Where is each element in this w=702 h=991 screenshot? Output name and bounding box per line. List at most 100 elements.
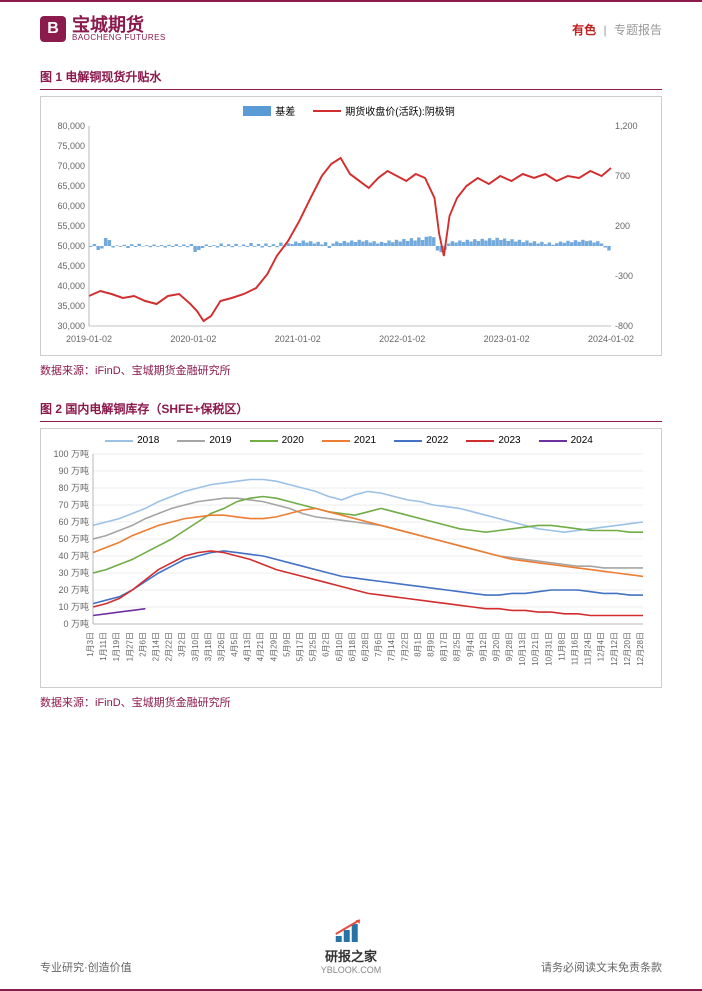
footer-center: 研报之家 YBLOOK.COM <box>321 918 382 975</box>
svg-text:10月13日: 10月13日 <box>518 632 527 666</box>
fig2-legend-swatch <box>466 440 494 442</box>
svg-text:9月28日: 9月28日 <box>505 632 514 661</box>
svg-text:6月28日: 6月28日 <box>361 632 370 661</box>
svg-text:20 万吨: 20 万吨 <box>58 584 89 595</box>
svg-text:3月18日: 3月18日 <box>204 632 213 661</box>
svg-text:10月21日: 10月21日 <box>531 632 540 666</box>
svg-text:2024-01-02: 2024-01-02 <box>588 334 634 344</box>
svg-text:11月8日: 11月8日 <box>557 632 566 661</box>
svg-text:10月31日: 10月31日 <box>544 632 553 666</box>
svg-text:75,000: 75,000 <box>57 141 85 151</box>
fig2-source: 数据来源：iFinD、宝城期货金融研究所 <box>40 694 662 710</box>
svg-text:-800: -800 <box>615 321 633 331</box>
footer-center-sub: YBLOOK.COM <box>321 965 382 975</box>
svg-text:12月4日: 12月4日 <box>597 632 606 661</box>
header: B 宝城期货 BAOCHENG FUTURES 有色 | 专题报告 <box>0 2 702 50</box>
svg-text:3月26日: 3月26日 <box>217 632 226 661</box>
svg-text:2020-01-02: 2020-01-02 <box>170 334 216 344</box>
fig2-legend-item: 2023 <box>466 435 520 446</box>
svg-text:1,200: 1,200 <box>615 122 638 131</box>
logo-en: BAOCHENG FUTURES <box>72 34 166 42</box>
svg-text:5月25日: 5月25日 <box>309 632 318 661</box>
svg-text:2023-01-02: 2023-01-02 <box>484 334 530 344</box>
fig2-legend-item: 2018 <box>105 435 159 446</box>
svg-text:11月24日: 11月24日 <box>584 632 593 665</box>
svg-text:35,000: 35,000 <box>57 301 85 311</box>
fig2-legend-swatch <box>105 440 133 442</box>
svg-text:2019-01-02: 2019-01-02 <box>66 334 112 344</box>
svg-text:5月17日: 5月17日 <box>296 632 305 661</box>
svg-text:200: 200 <box>615 221 630 231</box>
svg-text:3月2日: 3月2日 <box>178 632 187 657</box>
fig2-legend-item: 2022 <box>394 435 448 446</box>
fig2-legend-label: 2022 <box>426 435 448 446</box>
svg-text:30,000: 30,000 <box>57 321 85 331</box>
svg-text:2月14日: 2月14日 <box>151 632 160 661</box>
fig1-svg: 30,00035,00040,00045,00050,00055,00060,0… <box>45 122 651 350</box>
svg-text:1月3日: 1月3日 <box>86 632 95 657</box>
fig2-legend-label: 2018 <box>137 435 159 446</box>
fig2-legend-item: 2021 <box>322 435 376 446</box>
svg-text:12月12日: 12月12日 <box>610 632 619 666</box>
footer-right: 请务必阅读文末免责条款 <box>541 959 662 975</box>
fig1-legend-bar: 基差 <box>243 103 295 118</box>
svg-text:1月27日: 1月27日 <box>125 632 134 661</box>
fig1-legend-line: 期货收盘价(活跃):阴极铜 <box>313 103 454 118</box>
svg-text:8月17日: 8月17日 <box>440 632 449 661</box>
fig1-legend: 基差 期货收盘价(活跃):阴极铜 <box>45 103 653 118</box>
fig1-legend-line-swatch <box>313 110 341 112</box>
svg-text:40,000: 40,000 <box>57 281 85 291</box>
svg-text:700: 700 <box>615 171 630 181</box>
category-sep: | <box>604 23 607 37</box>
svg-text:30 万吨: 30 万吨 <box>58 567 89 578</box>
fig2-chart: 2018201920202021202220232024 0 万吨10 万吨20… <box>40 428 662 688</box>
svg-text:10 万吨: 10 万吨 <box>58 601 89 612</box>
fig2-legend-swatch <box>322 440 350 442</box>
svg-text:7月6日: 7月6日 <box>374 632 383 657</box>
svg-text:6月18日: 6月18日 <box>348 632 357 661</box>
svg-text:60,000: 60,000 <box>57 201 85 211</box>
svg-text:70,000: 70,000 <box>57 161 85 171</box>
fig2-legend-label: 2024 <box>571 435 593 446</box>
doc-type: 专题报告 <box>614 23 662 37</box>
svg-text:9月4日: 9月4日 <box>466 632 475 657</box>
svg-text:2月22日: 2月22日 <box>165 632 174 661</box>
svg-text:90 万吨: 90 万吨 <box>58 465 89 476</box>
footer-logo-icon <box>334 918 368 944</box>
svg-text:50 万吨: 50 万吨 <box>58 533 89 544</box>
svg-text:2月6日: 2月6日 <box>138 632 147 657</box>
fig2-title: 图 2 国内电解铜库存（SHFE+保税区） <box>40 400 662 422</box>
svg-text:100 万吨: 100 万吨 <box>53 450 89 459</box>
svg-text:65,000: 65,000 <box>57 181 85 191</box>
fig1-legend-line-label: 期货收盘价(活跃):阴极铜 <box>345 103 454 118</box>
fig2-svg: 0 万吨10 万吨20 万吨30 万吨40 万吨50 万吨60 万吨70 万吨8… <box>45 450 651 678</box>
footer: 专业研究·创造价值 研报之家 YBLOOK.COM 请务必阅读文末免责条款 <box>0 959 702 975</box>
footer-left: 专业研究·创造价值 <box>40 959 132 975</box>
svg-text:4月29日: 4月29日 <box>269 632 278 661</box>
fig1-title: 图 1 电解铜现货升贴水 <box>40 68 662 90</box>
fig2-legend-label: 2023 <box>498 435 520 446</box>
fig1-source: 数据来源：iFinD、宝城期货金融研究所 <box>40 362 662 378</box>
svg-text:9月20日: 9月20日 <box>492 632 501 661</box>
fig2-legend-label: 2019 <box>209 435 231 446</box>
logo-icon: B <box>40 16 66 42</box>
svg-text:9月12日: 9月12日 <box>479 632 488 661</box>
fig2-legend-swatch <box>250 440 278 442</box>
svg-text:4月13日: 4月13日 <box>243 632 252 661</box>
svg-text:4月21日: 4月21日 <box>256 632 265 661</box>
svg-text:6月2日: 6月2日 <box>322 632 331 657</box>
svg-text:7月22日: 7月22日 <box>400 632 409 661</box>
logo-cn: 宝城期货 <box>72 16 166 34</box>
svg-text:2021-01-02: 2021-01-02 <box>275 334 321 344</box>
svg-text:12月20日: 12月20日 <box>623 632 632 666</box>
svg-text:80,000: 80,000 <box>57 122 85 131</box>
svg-text:60 万吨: 60 万吨 <box>58 516 89 527</box>
footer-center-label: 研报之家 <box>321 946 382 965</box>
svg-text:2022-01-02: 2022-01-02 <box>379 334 425 344</box>
svg-text:5月9日: 5月9日 <box>282 632 291 657</box>
svg-text:1月19日: 1月19日 <box>112 632 121 661</box>
fig2-legend: 2018201920202021202220232024 <box>45 435 653 446</box>
fig2-legend-swatch <box>539 440 567 442</box>
svg-text:1月11日: 1月11日 <box>99 632 108 661</box>
svg-text:6月10日: 6月10日 <box>335 632 344 661</box>
